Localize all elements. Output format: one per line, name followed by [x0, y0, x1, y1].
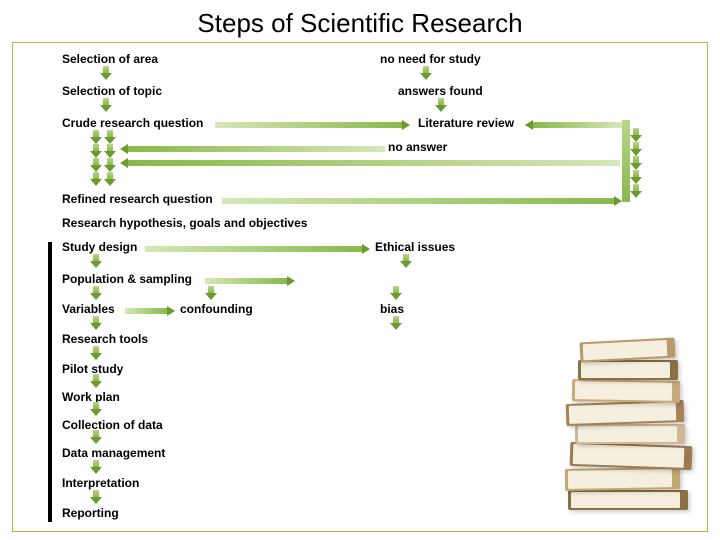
- arrow-down-icon: [100, 98, 112, 112]
- arrow-down-icon: [90, 460, 102, 474]
- arrow-down-icon: [630, 142, 642, 156]
- label-answers-found: answers found: [398, 84, 483, 98]
- arrow-down-icon: [90, 430, 102, 444]
- arrow-down-icon: [104, 158, 116, 172]
- label-data-mgmt: Data management: [62, 446, 165, 460]
- arrow-down-icon: [400, 254, 412, 268]
- label-research-tools: Research tools: [62, 332, 148, 346]
- arrow-down-icon: [90, 490, 102, 504]
- arrow-down-icon: [390, 286, 402, 300]
- label-ethical: Ethical issues: [375, 240, 455, 254]
- arrow-down-icon: [90, 158, 102, 172]
- arrow-down-icon: [90, 402, 102, 416]
- arrow-right-icon: [145, 244, 370, 254]
- label-refined-question: Refined research question: [62, 192, 213, 206]
- arrow-right-icon: [215, 120, 410, 130]
- arrow-down-icon: [100, 66, 112, 80]
- connector-vertical: [622, 120, 630, 202]
- arrow-right-icon: [125, 306, 175, 316]
- label-interpretation: Interpretation: [62, 476, 139, 490]
- arrow-down-icon: [90, 130, 102, 144]
- arrow-down-icon: [90, 374, 102, 388]
- label-selection-topic: Selection of topic: [62, 84, 162, 98]
- label-reporting: Reporting: [62, 506, 119, 520]
- arrow-down-icon: [630, 184, 642, 198]
- arrow-down-icon: [390, 316, 402, 330]
- arrow-left-icon: [120, 144, 385, 154]
- arrow-down-icon: [90, 172, 102, 186]
- arrow-down-icon: [90, 144, 102, 158]
- arrow-down-icon: [90, 254, 102, 268]
- arrow-down-icon: [104, 130, 116, 144]
- arrow-left-icon: [120, 158, 620, 168]
- arrow-down-icon: [90, 316, 102, 330]
- label-no-need: no need for study: [380, 52, 481, 66]
- label-study-design: Study design: [62, 240, 137, 254]
- arrow-down-icon: [104, 172, 116, 186]
- arrow-down-icon: [104, 144, 116, 158]
- arrow-left-icon: [525, 120, 623, 130]
- label-no-answer: no answer: [388, 140, 447, 154]
- label-pop-sampling: Population & sampling: [62, 272, 192, 286]
- arrow-down-icon: [630, 128, 642, 142]
- arrow-down-icon: [630, 156, 642, 170]
- arrow-down-icon: [90, 286, 102, 300]
- label-lit-review: Literature review: [418, 116, 514, 130]
- arrow-right-icon: [222, 196, 622, 206]
- arrow-down-icon: [90, 346, 102, 360]
- arrow-down-icon: [435, 98, 447, 112]
- label-bias: bias: [380, 302, 404, 316]
- connector-left-brace: [48, 242, 52, 522]
- label-collection: Collection of data: [62, 418, 163, 432]
- label-crude-question: Crude research question: [62, 116, 203, 130]
- label-variables: Variables: [62, 302, 115, 316]
- label-selection-area: Selection of area: [62, 52, 158, 66]
- arrow-down-icon: [205, 286, 217, 300]
- arrow-down-icon: [630, 170, 642, 184]
- label-hypothesis: Research hypothesis, goals and objective…: [62, 216, 307, 230]
- label-confounding: confounding: [180, 302, 253, 316]
- page-title: Steps of Scientific Research: [0, 0, 720, 39]
- arrow-down-icon: [420, 66, 432, 80]
- books-image: [560, 320, 695, 510]
- arrow-right-icon: [205, 276, 295, 286]
